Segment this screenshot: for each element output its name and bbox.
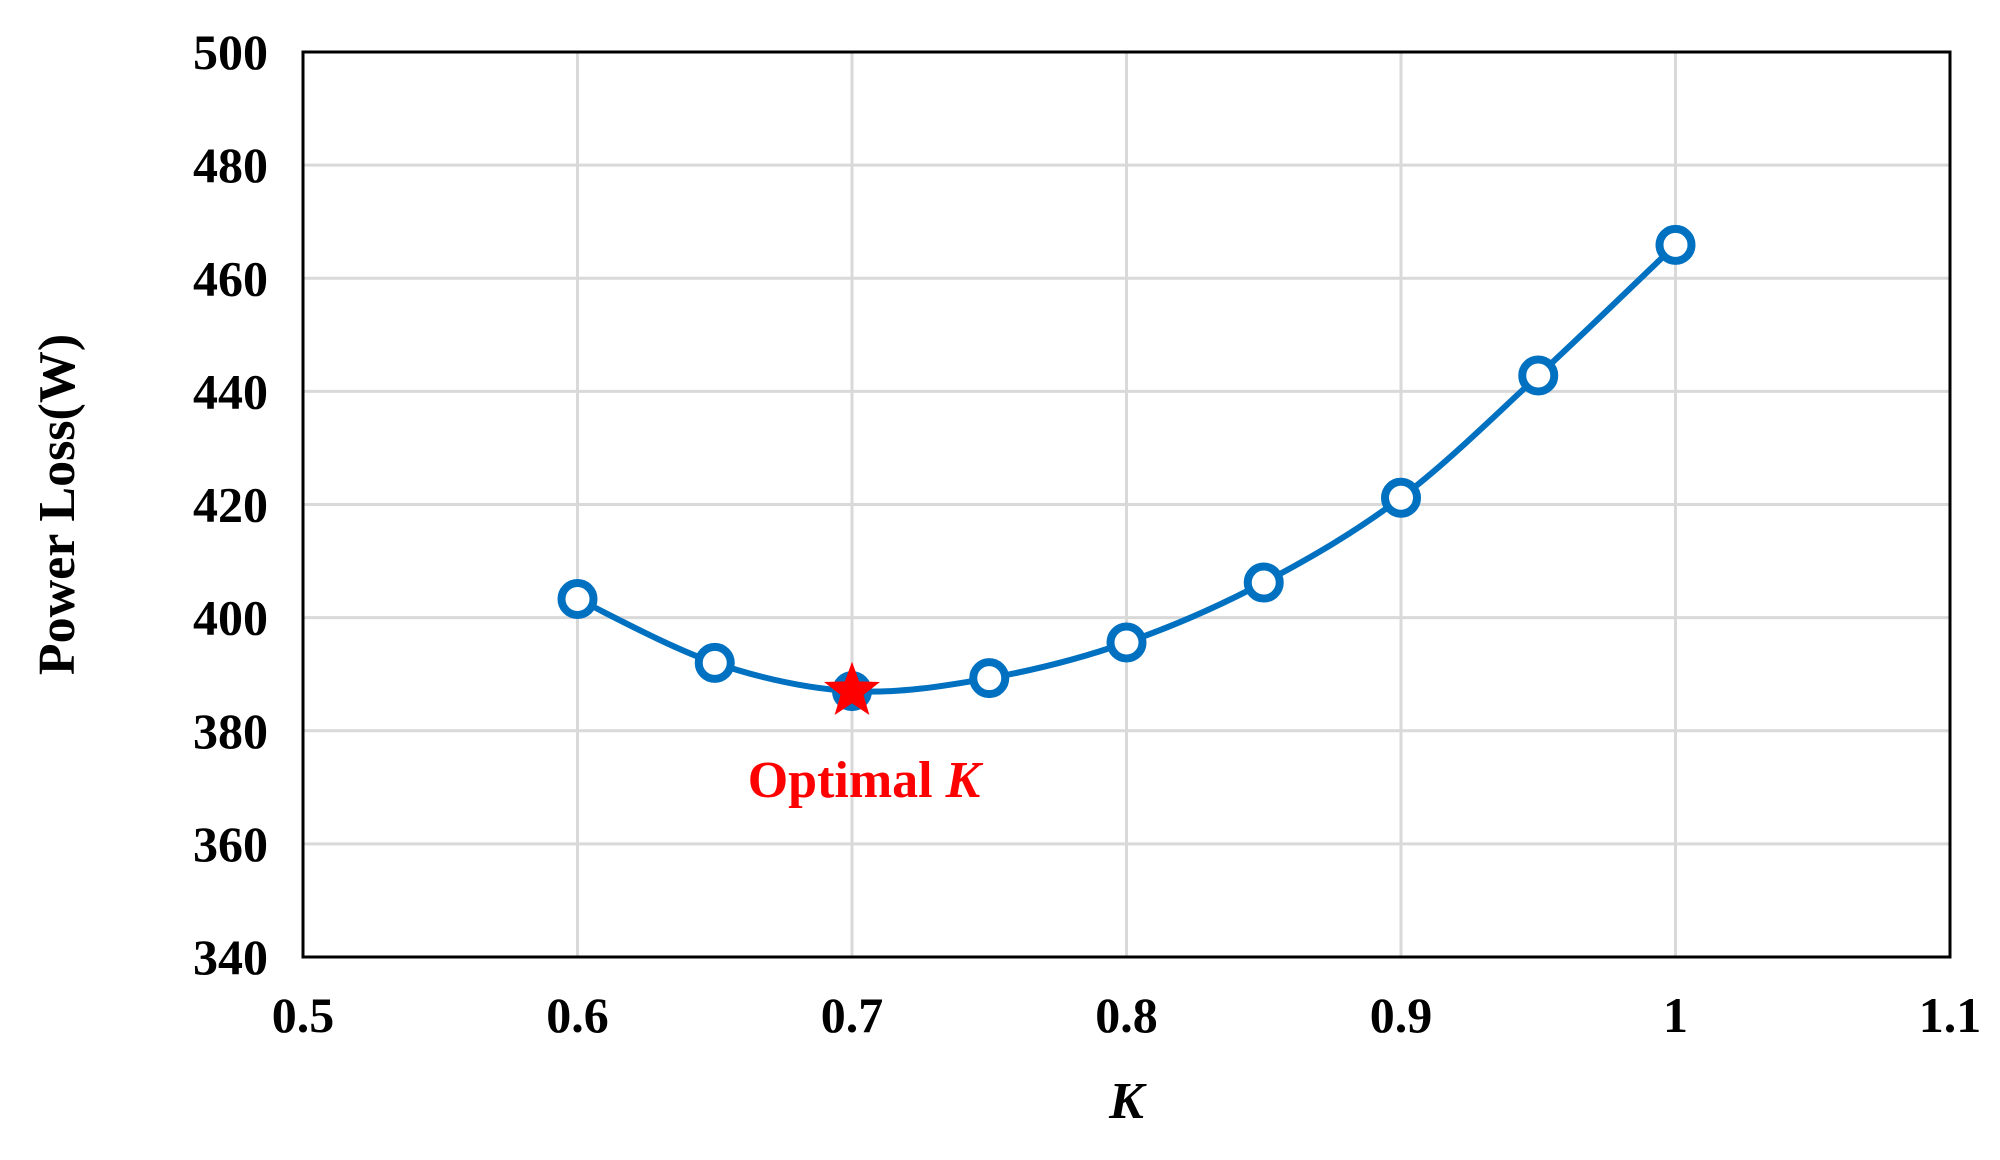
y-tick-label: 380 bbox=[193, 703, 268, 759]
x-tick-label: 0.5 bbox=[272, 987, 335, 1043]
optimal-star-marker bbox=[823, 661, 881, 715]
x-tick-label: 0.9 bbox=[1370, 987, 1433, 1043]
data-point-marker bbox=[694, 642, 735, 683]
y-tick-label: 460 bbox=[193, 250, 268, 306]
x-tick-labels: 0.5 0.6 0.7 0.8 0.9 1 1.1 bbox=[272, 987, 1982, 1043]
optimal-label-prefix: Optimal bbox=[748, 752, 946, 809]
x-axis-title: K bbox=[1108, 1073, 1147, 1130]
x-tick-label: 0.8 bbox=[1095, 987, 1158, 1043]
y-tick-labels: 340 360 380 400 420 440 460 480 500 bbox=[193, 24, 268, 985]
x-tick-label: 1 bbox=[1663, 987, 1688, 1043]
x-tick-label: 0.7 bbox=[821, 987, 884, 1043]
data-point-marker bbox=[969, 658, 1010, 699]
y-tick-label: 420 bbox=[193, 477, 268, 533]
y-tick-label: 440 bbox=[193, 363, 268, 419]
y-axis-title: Power Loss(W) bbox=[29, 334, 86, 675]
y-tick-label: 400 bbox=[193, 590, 268, 646]
optimal-k-annotation: Optimal K bbox=[748, 752, 984, 809]
x-tick-label: 1.1 bbox=[1919, 987, 1982, 1043]
plot-area-frame bbox=[301, 50, 1952, 959]
data-point-marker bbox=[1518, 355, 1559, 396]
data-point-marker bbox=[557, 578, 598, 619]
data-point-marker bbox=[1381, 477, 1421, 518]
data-point-marker bbox=[1243, 562, 1284, 603]
data-point-marker bbox=[1655, 224, 1696, 265]
y-tick-label: 360 bbox=[193, 816, 268, 872]
y-tick-label: 480 bbox=[193, 137, 268, 193]
grid-lines bbox=[303, 52, 1950, 957]
y-tick-label: 340 bbox=[193, 929, 268, 985]
x-tick-label: 0.6 bbox=[546, 987, 609, 1043]
data-point-marker bbox=[1106, 622, 1147, 663]
highlight-layer bbox=[823, 661, 881, 715]
y-tick-label: 500 bbox=[193, 24, 268, 80]
optimal-label-variable: K bbox=[945, 752, 984, 809]
